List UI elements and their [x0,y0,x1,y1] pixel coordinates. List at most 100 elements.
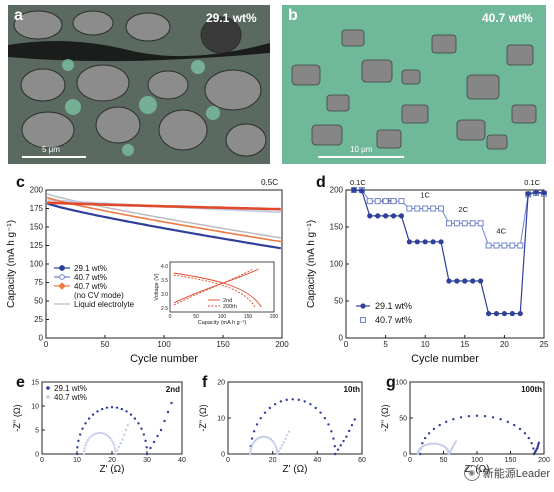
chart-d-y-tick-label: 50 [334,297,343,306]
chart-e-point [96,410,99,413]
chart-d-point-29-1 [398,213,405,219]
chart-c-inset-x-tick-label: 0 [169,314,172,320]
chart-e-point [86,439,90,442]
chart-e-x-tick-label: 0 [40,457,44,464]
micrograph-b: b 40.7 wt% 10 μm [282,5,546,164]
chart-e-point [107,435,110,438]
chart-d-point-40-7 [438,205,445,212]
chart-c-inset-x-tick-label: 100 [218,314,227,320]
chart-g-point [423,444,427,447]
panel-letter-a: a [14,7,23,24]
chart-e-point [81,427,84,430]
chart-e-point [144,439,147,443]
chart-d-point-29-1 [517,310,523,317]
chart-g-point [427,432,431,435]
chart-g-point [445,420,448,424]
chart-d-point-40-7 [382,198,389,205]
chart-g-point [425,443,429,446]
chart-g-point [430,442,433,445]
chart-d-x-tick-label: 0 [344,340,349,349]
chart-d-point-40-7 [430,205,437,212]
chart-c-x-tick-label: 100 [157,340,171,349]
micrograph-a: a 29.1 wt% 5 μm [8,5,270,164]
chart-g-point [459,416,463,419]
chart-d-point-29-1 [390,213,397,219]
chart-f-point [282,441,286,444]
chart-e-point [105,406,109,409]
chart-g: g 0 50 100 150 200 0 50 100 Z' (Ω) -Z'' (Ω) 100th [366,372,554,487]
chart-d-point-29-1 [446,278,452,284]
chart-e-point [92,433,95,437]
micrograph-b-texture [282,5,546,164]
chart-d-x-tick-label: 20 [500,340,509,349]
chart-e-x-tick-label: 20 [108,457,116,464]
chart-f-point [250,437,254,440]
chart-f-point [314,406,317,410]
chart-g-point [536,445,540,448]
panel-letter-b: b [288,7,298,24]
chart-g-point [453,442,457,445]
chart-e-y-tick-label: 15 [31,379,39,386]
chart-d-point-29-1 [533,189,539,195]
chart-g-point [421,442,424,445]
chart-d-point-40-7 [493,242,500,249]
chart-f-x-tick-label: 40 [313,457,321,464]
chart-c-series-line [46,202,281,250]
chart-g-y-axis-label: -Z'' (Ω) [380,404,390,431]
chart-d-rate-label: 0.1C [350,178,366,187]
micrograph-a-scale-label: 5 μm [42,145,60,154]
chart-f-point [285,434,289,437]
chart-c-y-tick-label: 100 [30,260,44,269]
chart-e-point [114,449,117,453]
chart-g-x-tick-label: 200 [538,457,550,464]
chart-g-point [475,414,479,417]
chart-e-y-tick-label: 0 [35,451,39,458]
chart-g-point [423,436,427,440]
chart-d-point-40-7 [485,242,492,249]
chart-c-y-tick-label: 50 [34,297,43,306]
panel-letter-c: c [16,174,25,191]
chart-d-x-axis-label: Cycle number [411,353,479,365]
chart-g-point [467,414,471,418]
chart-d-rate-label: 4C [496,227,506,236]
chart-f-x-tick-label: 60 [358,457,366,464]
watermark: ◉ 新能源Leader [463,465,550,481]
chart-f-point [280,444,284,447]
chart-f-y-axis-label: -Z'' (Ω) [198,404,208,431]
chart-d-point-40-7 [469,220,476,227]
chart-c-legend-marker [58,282,66,290]
chart-e-legend-label: 40.7 wt% [54,393,87,402]
panel-letter-g: g [386,374,396,391]
chart-d-point-29-1 [367,213,373,219]
chart-e-point [78,433,82,436]
chart-d-point-29-1 [541,190,547,196]
panel-letter-f: f [202,374,208,391]
chart-f-point [266,436,269,439]
chart-e-point [111,441,115,444]
chart-f-point [274,445,278,449]
chart-d-rate-label: 2C [458,205,468,214]
chart-e-point [142,433,146,436]
chart-e-point [102,432,106,435]
chart-e-point [91,413,95,416]
chart-e-point [85,441,88,444]
chart-c-inset-y-tick-label: 3.5 [161,278,168,284]
chart-f-point [252,430,256,433]
chart-g-point [432,427,436,431]
chart-d-point-29-1 [375,213,381,219]
chart-c-series-line [46,193,281,239]
chart-e-point [84,444,87,447]
chart-c-svg: 0 50 100 150 200 0 25 50 75 100 125 150 175 200 Cycle … [6,178,289,365]
chart-f-y-tick-label: 0 [221,451,225,458]
chart-g-point [491,416,495,419]
chart-f-point [275,452,279,456]
chart-e-x-axis-label: Z' (Ω) [100,464,125,475]
chart-e-point [77,439,80,443]
chart-f-x-tick-label: 20 [269,457,277,464]
chart-e-legend-marker [46,395,50,399]
chart-d-legend-marker [360,303,366,309]
chart-g-point [438,443,442,446]
micrograph-a-texture [8,5,270,164]
chart-g-point [483,414,487,418]
chart-g-point [432,442,435,445]
